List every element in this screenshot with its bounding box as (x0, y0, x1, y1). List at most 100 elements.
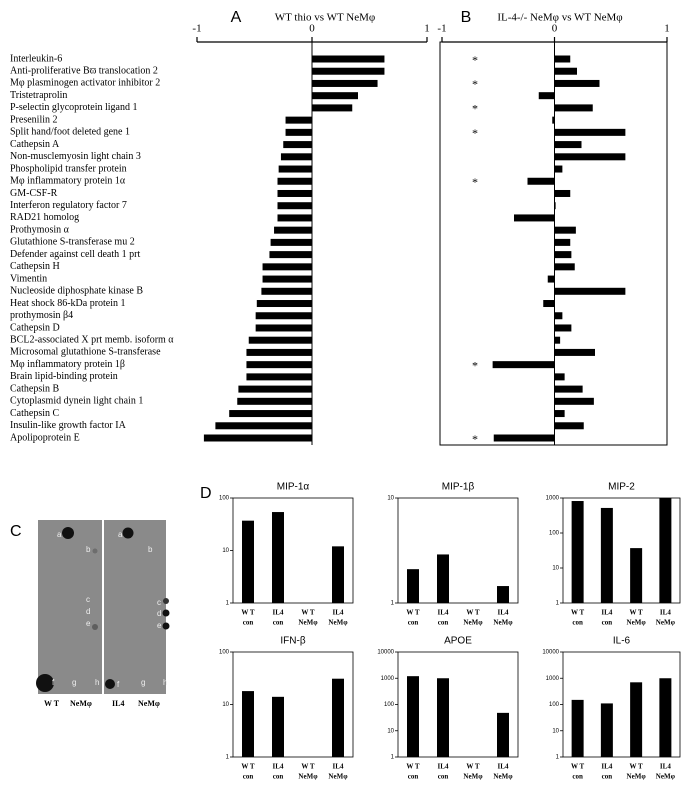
category-label: Interleukin-6 (10, 53, 62, 64)
y-tick-label: 1000 (546, 676, 560, 682)
x-tick-label: -1 (192, 23, 201, 35)
spot-label: f (117, 680, 120, 689)
x-tick-label: W T (406, 609, 419, 617)
bar (238, 385, 312, 393)
spot (163, 598, 169, 604)
bar (407, 676, 419, 757)
spot-label: b (86, 545, 91, 554)
bar (630, 682, 643, 757)
blot-caption: NeMφ (70, 699, 92, 708)
x-tick-label: con (572, 773, 583, 781)
bar (312, 55, 385, 63)
y-tick-label: 10 (222, 702, 229, 708)
marker: * (472, 126, 478, 140)
spot-label: e (157, 621, 162, 630)
bar (332, 678, 344, 757)
category-label: Mφ plasminogen activator inhibitor 2 (10, 78, 160, 89)
blot-caption: W T (44, 699, 60, 708)
bar (554, 397, 594, 405)
y-tick-label: 1 (391, 755, 395, 761)
x-tick-label: NeMφ (656, 619, 676, 627)
bar (407, 569, 419, 603)
bar (269, 251, 312, 259)
category-label: Tristetraprolin (10, 90, 67, 101)
bar (277, 202, 312, 210)
spot-label: b (148, 545, 153, 554)
bar (554, 312, 563, 320)
bar (312, 92, 358, 100)
bar (554, 189, 571, 197)
bar (270, 238, 312, 246)
y-tick-label: 10 (387, 728, 394, 734)
category-label: Cathepsin A (10, 139, 60, 150)
x-tick-label: con (273, 619, 284, 627)
marker: * (472, 175, 478, 189)
spot-label: a (118, 530, 123, 539)
x-tick-label: W T (571, 609, 584, 617)
bar (332, 546, 344, 603)
spot-label: g (72, 678, 76, 687)
bar (659, 498, 672, 603)
bar (554, 202, 556, 210)
bar (571, 699, 584, 757)
category-label: Cathepsin D (10, 322, 60, 333)
spot (162, 622, 170, 630)
x-tick-label: 1 (424, 23, 430, 35)
bar (554, 422, 584, 430)
bar (538, 92, 555, 100)
bar (312, 67, 385, 75)
bar (215, 422, 312, 430)
spot-label: c (86, 595, 90, 604)
category-label: Cathepsin B (10, 383, 59, 394)
marker: * (472, 358, 478, 372)
bar (497, 586, 509, 603)
spot (122, 527, 134, 539)
bar (242, 520, 254, 603)
chart-title: APOE (444, 636, 472, 647)
x-tick-label: con (273, 773, 284, 781)
category-label: Vimentin (10, 273, 47, 284)
bar (554, 263, 575, 271)
y-tick-label: 10 (552, 728, 559, 734)
bar (554, 67, 577, 75)
marker: * (472, 53, 478, 67)
spot-label: a (57, 530, 62, 539)
bar (229, 410, 312, 418)
bar (262, 263, 312, 271)
panel-label: B (461, 9, 472, 26)
x-tick-label: NeMφ (627, 773, 647, 781)
x-tick-label: 0 (309, 23, 315, 35)
x-tick-label: IL4 (438, 763, 449, 771)
category-label: Microsomal glutathione S-transferase (10, 347, 161, 358)
bar (274, 226, 312, 234)
bar (280, 153, 312, 161)
bar (248, 336, 312, 344)
spot-label: h (163, 678, 167, 687)
bar (203, 434, 312, 442)
spot (36, 674, 54, 692)
frame (397, 497, 519, 604)
x-tick-label: IL4 (498, 609, 509, 617)
y-tick-label: 100 (549, 531, 560, 537)
spot-label: d (86, 607, 90, 616)
chart-title: MIP-1β (442, 482, 475, 493)
x-tick-label: NeMφ (328, 619, 348, 627)
bar (554, 324, 572, 332)
category-label: Split hand/foot deleted gene 1 (10, 127, 130, 138)
bar (277, 189, 312, 197)
bar (285, 128, 312, 136)
x-tick-label: NeMφ (328, 773, 348, 781)
x-tick-label: IL4 (660, 609, 671, 617)
panel-label: A (231, 9, 242, 26)
x-tick-label: W T (466, 609, 479, 617)
x-tick-label: IL4 (273, 609, 284, 617)
category-label: Cathepsin H (10, 261, 60, 272)
bar (554, 141, 582, 149)
bar (277, 177, 312, 185)
spot (105, 679, 115, 689)
y-tick-label: 1 (226, 755, 230, 761)
bar (554, 336, 561, 344)
bar (554, 55, 571, 63)
chart-title: IL-4-/- NeMφ vs WT NeMφ (497, 12, 622, 24)
